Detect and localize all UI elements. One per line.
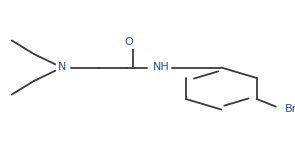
Text: NH: NH bbox=[153, 63, 169, 72]
Text: O: O bbox=[125, 37, 134, 47]
Text: N: N bbox=[58, 63, 66, 72]
Text: Br: Br bbox=[285, 105, 295, 114]
